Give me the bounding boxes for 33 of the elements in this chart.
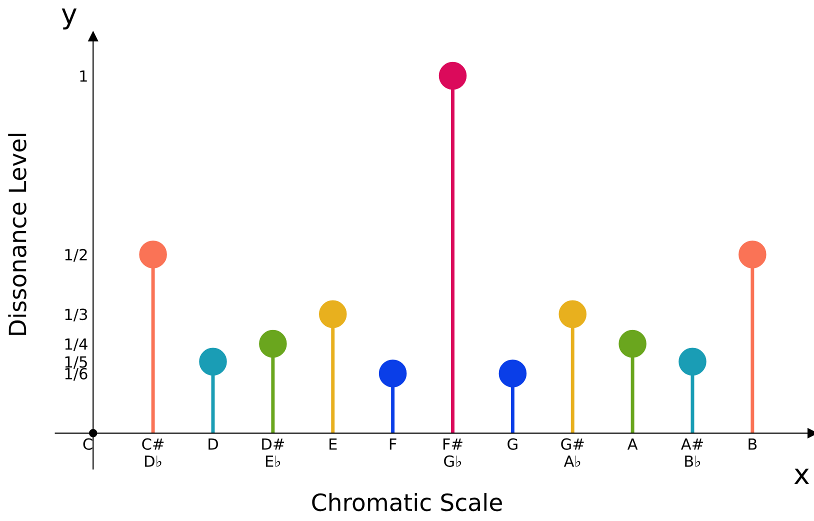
y-tick-label: 1/5: [65, 356, 87, 369]
point: [318, 300, 347, 328]
point: [498, 360, 527, 388]
y-tick-label: 1/3: [65, 308, 88, 322]
x-axis-title: Chromatic Scale: [312, 492, 502, 512]
y-tick-label: 1: [80, 70, 87, 82]
point: [139, 240, 167, 268]
point: [199, 348, 227, 376]
point: [738, 240, 766, 268]
point: [618, 330, 646, 358]
point: [678, 348, 706, 376]
y-tick-label: 1/6: [65, 368, 88, 381]
x-tick-label: C# D♭: [142, 438, 164, 467]
x-tick-label: A# B♭: [680, 438, 703, 467]
x-tick-label: E: [330, 438, 337, 450]
x-tick-label: G# A♭: [561, 438, 584, 467]
x-tick-label: A: [627, 438, 638, 450]
point: [378, 360, 407, 388]
x-tick-label: G: [508, 438, 518, 450]
annotation: x: [794, 468, 810, 484]
x-tick-label: B: [748, 438, 757, 450]
x-tick-label: D# E♭: [262, 438, 284, 467]
x-tick-label: F# G♭: [443, 438, 462, 467]
text: y: [62, 8, 77, 30]
point: [438, 62, 467, 90]
x-tick-label: F: [390, 438, 396, 450]
point: [259, 330, 287, 358]
y-tick-label: 1/2: [65, 248, 87, 262]
x-tick-label: D: [208, 438, 218, 450]
point: [558, 300, 587, 328]
y-axis-title: Dissonance Level: [8, 134, 26, 335]
y-tick-label: 1/4: [65, 338, 88, 352]
x-tick-label: C: [83, 438, 92, 450]
